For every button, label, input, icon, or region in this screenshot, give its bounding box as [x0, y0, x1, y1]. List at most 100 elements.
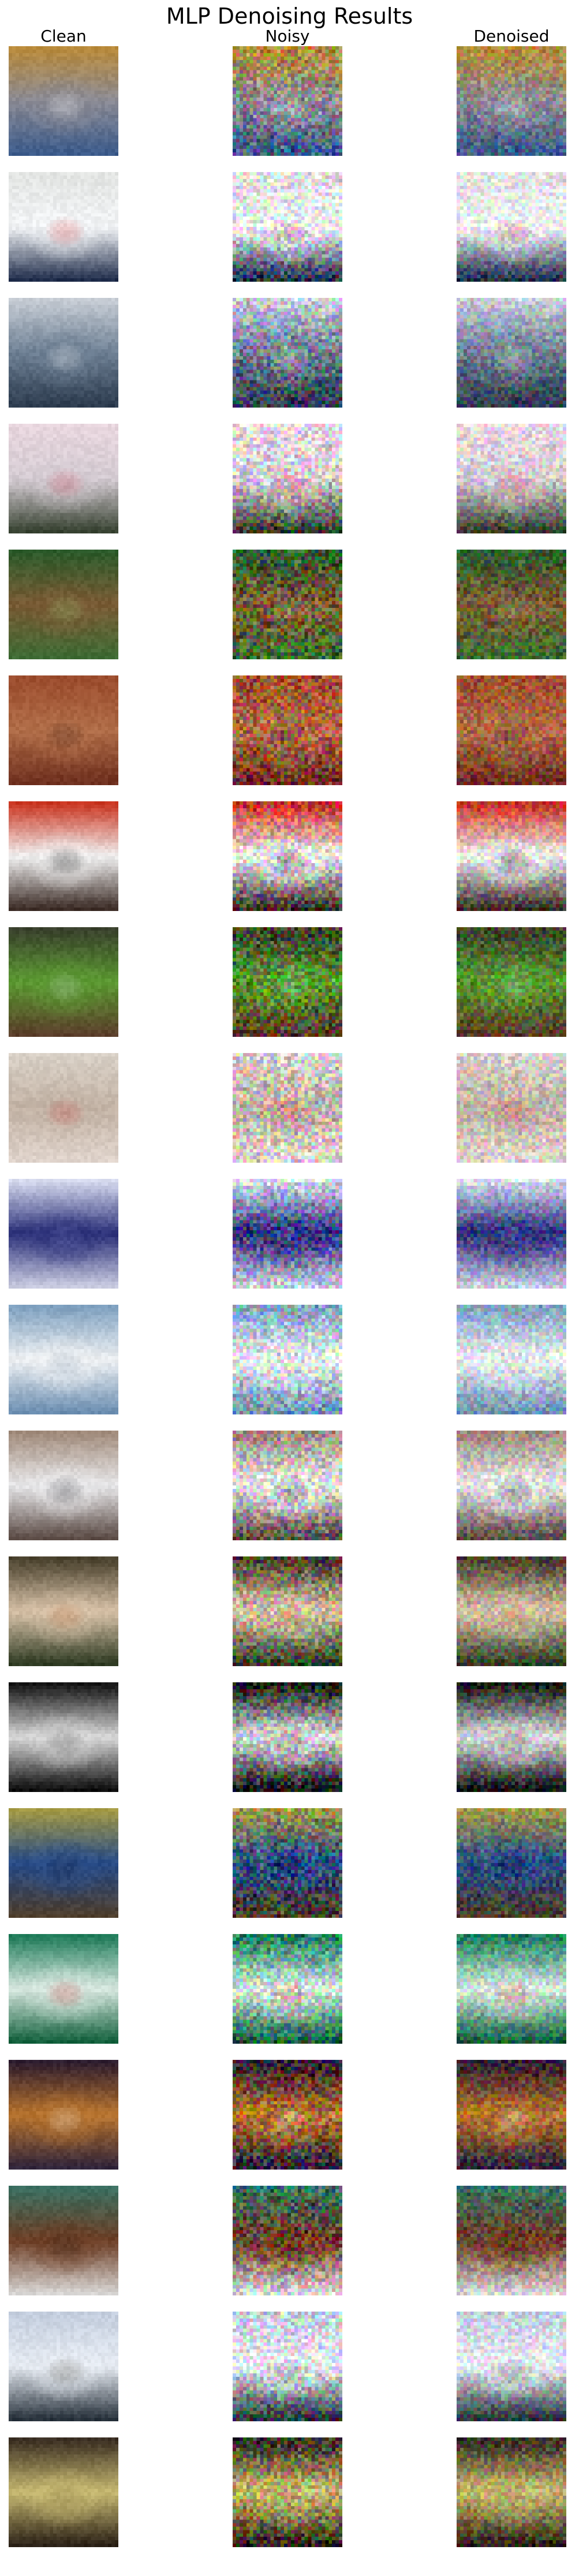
- noisy-image: [233, 1682, 342, 1792]
- noisy-image: [233, 2437, 342, 2547]
- clean-image: [9, 2437, 118, 2547]
- denoised-image: [457, 2186, 566, 2295]
- noisy-image-pixels: [233, 1305, 342, 1414]
- clean-image: [9, 1934, 118, 2044]
- clean-image-pixels: [9, 1934, 118, 2044]
- column-label-noisy: Noisy: [265, 27, 310, 46]
- denoised-image-pixels: [457, 1053, 566, 1163]
- clean-image: [9, 801, 118, 911]
- noisy-image: [233, 1053, 342, 1163]
- clean-image: [9, 46, 118, 156]
- denoised-image: [457, 550, 566, 659]
- clean-image-pixels: [9, 1053, 118, 1163]
- noisy-image-pixels: [233, 1808, 342, 1918]
- clean-image: [9, 1556, 118, 1666]
- clean-image-pixels: [9, 1682, 118, 1792]
- clean-image-pixels: [9, 1556, 118, 1666]
- noisy-image: [233, 550, 342, 659]
- noisy-image: [233, 675, 342, 785]
- clean-image: [9, 298, 118, 408]
- denoised-image: [457, 927, 566, 1037]
- clean-image: [9, 2312, 118, 2421]
- denoised-image: [457, 1431, 566, 1540]
- noisy-image-pixels: [233, 2437, 342, 2547]
- clean-image-pixels: [9, 2312, 118, 2421]
- clean-image: [9, 424, 118, 533]
- denoised-image-pixels: [457, 172, 566, 282]
- denoised-image: [457, 2437, 566, 2547]
- denoised-image: [457, 1179, 566, 1289]
- clean-image: [9, 1431, 118, 1540]
- denoised-image: [457, 1682, 566, 1792]
- noisy-image-pixels: [233, 2060, 342, 2170]
- noisy-image: [233, 801, 342, 911]
- clean-image: [9, 1808, 118, 1918]
- clean-image-pixels: [9, 1808, 118, 1918]
- noisy-image: [233, 1179, 342, 1289]
- noisy-image: [233, 1431, 342, 1540]
- noisy-image-pixels: [233, 1053, 342, 1163]
- denoised-image: [457, 424, 566, 533]
- noisy-image-pixels: [233, 1179, 342, 1289]
- clean-image: [9, 2060, 118, 2170]
- clean-image-pixels: [9, 2060, 118, 2170]
- noisy-image-pixels: [233, 424, 342, 533]
- denoised-image-pixels: [457, 2186, 566, 2295]
- denoised-image-pixels: [457, 801, 566, 911]
- denoised-image: [457, 675, 566, 785]
- noisy-image: [233, 1305, 342, 1414]
- clean-image-pixels: [9, 1179, 118, 1289]
- denoised-image: [457, 1053, 566, 1163]
- clean-image-pixels: [9, 1305, 118, 1414]
- noisy-image: [233, 2186, 342, 2295]
- noisy-image: [233, 298, 342, 408]
- clean-image: [9, 1053, 118, 1163]
- clean-image: [9, 1179, 118, 1289]
- clean-image: [9, 675, 118, 785]
- clean-image-pixels: [9, 1431, 118, 1540]
- noisy-image: [233, 927, 342, 1037]
- noisy-image-pixels: [233, 675, 342, 785]
- noisy-image-pixels: [233, 2312, 342, 2421]
- noisy-image-pixels: [233, 298, 342, 408]
- noisy-image-pixels: [233, 172, 342, 282]
- clean-image: [9, 1305, 118, 1414]
- clean-image-pixels: [9, 298, 118, 408]
- noisy-image-pixels: [233, 2186, 342, 2295]
- denoised-image-pixels: [457, 1179, 566, 1289]
- noisy-image: [233, 1808, 342, 1918]
- denoised-image-pixels: [457, 675, 566, 785]
- denoised-image-pixels: [457, 2312, 566, 2421]
- noisy-image: [233, 1934, 342, 2044]
- denoised-image-pixels: [457, 1556, 566, 1666]
- noisy-image-pixels: [233, 801, 342, 911]
- clean-image: [9, 550, 118, 659]
- clean-image-pixels: [9, 801, 118, 911]
- noisy-image-pixels: [233, 1934, 342, 2044]
- clean-image-pixels: [9, 424, 118, 533]
- denoised-image: [457, 1556, 566, 1666]
- denoised-image-pixels: [457, 424, 566, 533]
- noisy-image: [233, 172, 342, 282]
- clean-image: [9, 2186, 118, 2295]
- noisy-image-pixels: [233, 550, 342, 659]
- column-label-clean: Clean: [40, 27, 87, 46]
- denoised-image-pixels: [457, 927, 566, 1037]
- noisy-image: [233, 2312, 342, 2421]
- denoised-image: [457, 46, 566, 156]
- denoised-image-pixels: [457, 550, 566, 659]
- noisy-image-pixels: [233, 1682, 342, 1792]
- clean-image-pixels: [9, 550, 118, 659]
- denoised-image: [457, 172, 566, 282]
- clean-image-pixels: [9, 927, 118, 1037]
- clean-image-pixels: [9, 46, 118, 156]
- noisy-image: [233, 46, 342, 156]
- clean-image-pixels: [9, 675, 118, 785]
- denoised-image: [457, 298, 566, 408]
- denoised-image: [457, 1305, 566, 1414]
- noisy-image: [233, 424, 342, 533]
- denoised-image-pixels: [457, 1682, 566, 1792]
- noisy-image: [233, 2060, 342, 2170]
- clean-image: [9, 927, 118, 1037]
- denoised-image: [457, 2312, 566, 2421]
